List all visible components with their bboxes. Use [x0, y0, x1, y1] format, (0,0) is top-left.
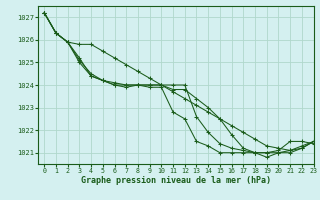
X-axis label: Graphe pression niveau de la mer (hPa): Graphe pression niveau de la mer (hPa)	[81, 176, 271, 185]
